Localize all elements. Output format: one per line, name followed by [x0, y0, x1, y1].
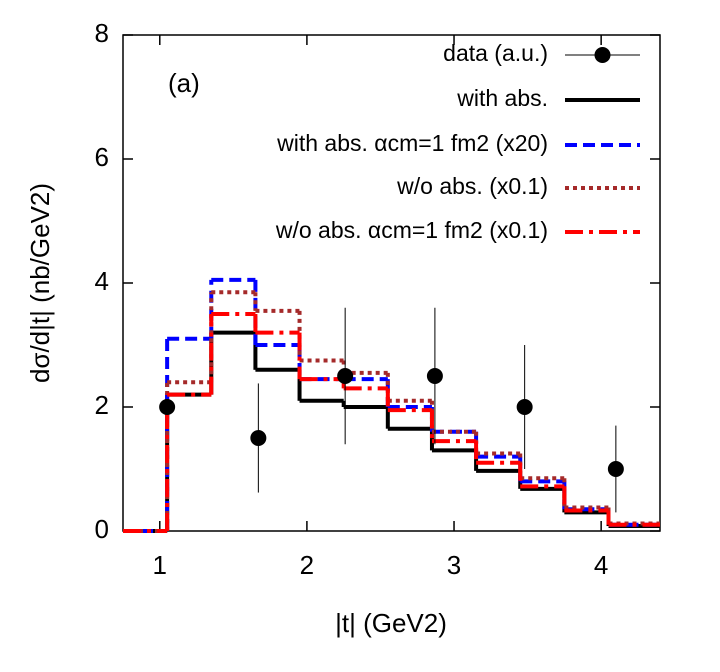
x-tick-label: 2: [300, 550, 314, 580]
y-tick-label: 6: [95, 142, 109, 172]
y-tick-label: 2: [95, 390, 109, 420]
y-tick-label: 8: [95, 18, 109, 48]
data-point: [250, 430, 267, 446]
data-point: [337, 368, 354, 384]
data-point: [159, 399, 176, 415]
plot-frame: [122, 34, 661, 532]
data-point: [607, 461, 624, 477]
y-tick-label: 4: [95, 266, 109, 296]
legend-label: data (a.u.): [443, 40, 548, 66]
data-point: [426, 368, 443, 384]
legend-label: with abs.: [456, 85, 548, 111]
y-tick-label: 0: [95, 514, 109, 544]
x-tick-label: 4: [594, 550, 608, 580]
x-tick-label: 1: [153, 550, 167, 580]
data-point: [516, 399, 533, 415]
legend-swatch: [594, 47, 611, 63]
legend-label: w/o abs. αcm=1 fm2 (x0.1): [275, 217, 548, 243]
annotation: (a): [168, 68, 200, 98]
x-tick-label: 3: [447, 550, 461, 580]
x-axis-label: |t| (GeV2): [335, 608, 447, 638]
legend-label: with abs. αcm=1 fm2 (x20): [276, 130, 548, 156]
legend-label: w/o abs. (x0.1): [396, 173, 548, 199]
y-axis-label: dσ/d|t| (nb/GeV2): [25, 183, 55, 383]
